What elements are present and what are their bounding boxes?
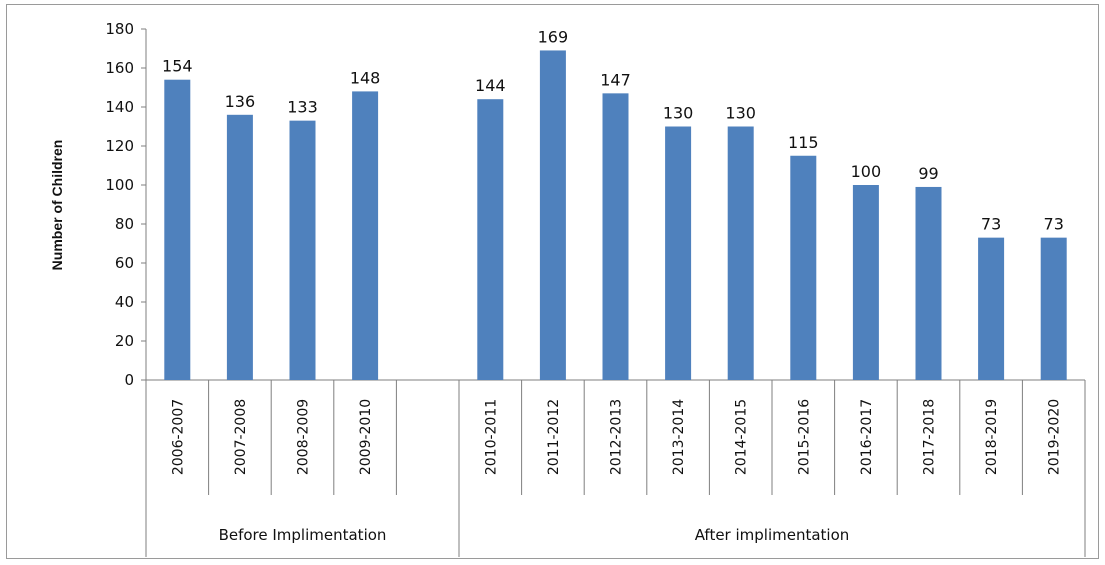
bar	[978, 237, 1005, 380]
bar	[665, 126, 692, 380]
bar	[602, 93, 629, 380]
category-label: 2013-2014	[671, 399, 687, 475]
category-label: 2009-2010	[358, 399, 374, 475]
bar	[477, 99, 504, 380]
bar	[915, 186, 942, 380]
value-label: 73	[981, 215, 1001, 234]
group-labels: Before Implimentation After implimentatio…	[219, 526, 850, 544]
category-label: 2006-2007	[170, 399, 186, 475]
category-label: 2019-2020	[1047, 399, 1063, 475]
value-label: 115	[788, 133, 819, 152]
bars	[164, 50, 1067, 381]
y-tick-label: 180	[105, 20, 134, 38]
y-tick-label: 140	[105, 98, 134, 116]
category-label: 2018-2019	[984, 399, 1000, 475]
category-label: 2010-2011	[483, 399, 499, 475]
category-label: 2007-2008	[233, 399, 249, 475]
value-label: 154	[162, 57, 193, 76]
value-label: 148	[350, 68, 381, 87]
data-labels: 154 136 133 148 144 169 147 130 130 115 100 99 73 73	[162, 27, 1064, 233]
value-label: 144	[475, 76, 506, 95]
bar	[727, 126, 754, 380]
value-label: 73	[1044, 215, 1064, 234]
group-label: Before Implimentation	[219, 526, 387, 544]
category-label: 2008-2009	[296, 399, 312, 475]
value-label: 136	[225, 92, 256, 111]
value-label: 130	[725, 104, 756, 123]
y-tick-label: 0	[124, 371, 134, 389]
y-tick-label: 120	[105, 137, 134, 155]
y-tick-label: 100	[105, 176, 134, 194]
category-label: 2014-2015	[734, 399, 750, 475]
value-label: 100	[851, 162, 882, 181]
y-tick-label: 20	[115, 332, 134, 350]
category-label: 2011-2012	[546, 399, 562, 475]
category-label: 2015-2016	[796, 399, 812, 475]
bar	[790, 155, 817, 380]
bar	[852, 185, 879, 380]
value-label: 99	[918, 164, 938, 183]
value-label: 169	[538, 27, 569, 46]
value-label: 133	[287, 98, 318, 117]
y-tick-label: 60	[115, 254, 134, 272]
y-tick-label: 40	[115, 293, 134, 311]
value-label: 147	[600, 70, 631, 89]
category-label: 2016-2017	[859, 399, 875, 475]
group-label: After implimentation	[695, 526, 850, 544]
category-labels: 2006-2007 2007-2008 2008-2009 2009-2010 2010…	[170, 399, 1062, 475]
bar	[539, 50, 566, 380]
category-label: 2012-2013	[609, 399, 625, 475]
bar	[289, 120, 316, 381]
y-ticks: 0 20 40 60 80 100 120 140 160 180	[105, 20, 146, 389]
category-label: 2017-2018	[922, 399, 938, 475]
bar	[1040, 237, 1067, 380]
bar	[226, 114, 253, 381]
value-label: 130	[663, 104, 694, 123]
y-tick-label: 160	[105, 59, 134, 77]
bar	[164, 79, 191, 380]
bar	[352, 91, 379, 381]
y-tick-label: 80	[115, 215, 134, 233]
y-axis-label: Number of Children	[49, 140, 65, 271]
